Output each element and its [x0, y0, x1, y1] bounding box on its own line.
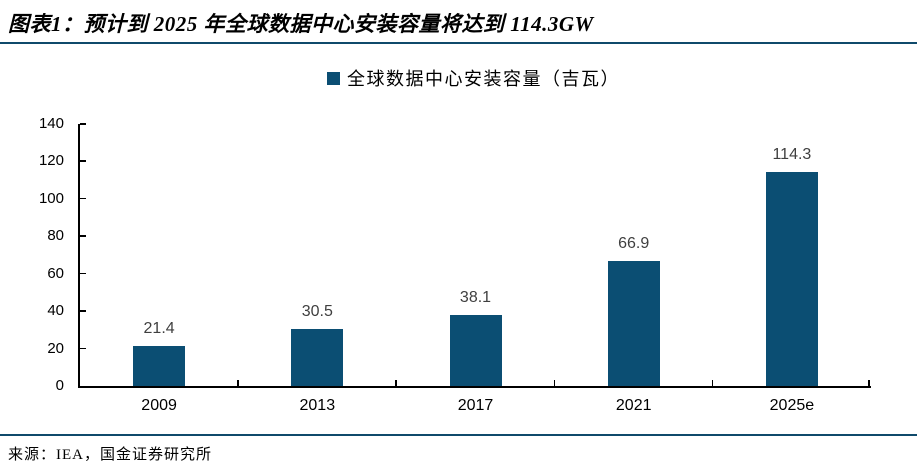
bar [607, 260, 660, 386]
y-axis-tick-mark [80, 235, 86, 237]
x-axis-category-label: 2013 [299, 397, 336, 414]
x-axis-category-label: 2009 [141, 397, 177, 414]
y-axis-tick-label: 20 [47, 339, 64, 357]
y-axis-tick-label: 100 [38, 189, 64, 207]
y-axis-tick-mark [80, 272, 86, 275]
bar [765, 172, 818, 386]
figure-title: 图表1：预计到 2025 年全球数据中心安装容量将达到 114.3GW [8, 12, 594, 36]
bar-value-label: 21.4 [143, 319, 175, 337]
x-axis-tick-mark [553, 380, 556, 386]
title-divider [0, 42, 917, 44]
y-axis-tick-mark [80, 347, 86, 350]
x-axis-category-label: 2021 [615, 397, 652, 414]
y-axis-tick-label: 60 [47, 264, 64, 282]
plot-area: 21.4 2009 30.5 2013 38.1 2017 66.9 2021 114.3 202… [78, 123, 871, 414]
legend: 全球数据中心安装容量（吉瓦） [78, 65, 869, 91]
source-divider [0, 434, 917, 436]
legend-swatch-icon [327, 71, 340, 85]
legend-label: 全球数据中心安装容量（吉瓦） [347, 69, 620, 89]
x-axis-category-label: 2025e [769, 397, 815, 414]
bar [291, 328, 344, 386]
bar [449, 314, 502, 386]
y-axis-labels: 0 20 40 60 80 100 120 140 [0, 115, 64, 394]
bar-value-label: 66.9 [618, 234, 650, 252]
y-axis-tick-mark [80, 123, 86, 125]
y-axis-tick-label: 120 [38, 152, 64, 170]
x-axis-tick-mark [868, 380, 870, 386]
y-axis-tick-label: 40 [47, 302, 64, 320]
x-axis-tick-mark [395, 380, 397, 386]
y-axis-tick-label: 140 [38, 115, 64, 132]
bar-value-label: 38.1 [459, 288, 492, 306]
y-axis-tick-mark [80, 310, 86, 312]
x-axis-tick-mark [711, 380, 714, 386]
bar [133, 345, 186, 386]
y-axis-tick-label: 80 [47, 227, 64, 245]
x-axis-tick-mark [237, 380, 239, 386]
bar-value-label: 30.5 [301, 302, 333, 320]
source-note: 来源：IEA，国金证券研究所 [8, 447, 212, 463]
bar-value-label: 114.3 [772, 146, 812, 164]
y-axis-tick-mark [80, 160, 86, 162]
x-axis-category-label: 2017 [457, 397, 494, 414]
y-axis-tick-label: 0 [55, 377, 64, 394]
y-axis-tick-mark [80, 197, 86, 200]
